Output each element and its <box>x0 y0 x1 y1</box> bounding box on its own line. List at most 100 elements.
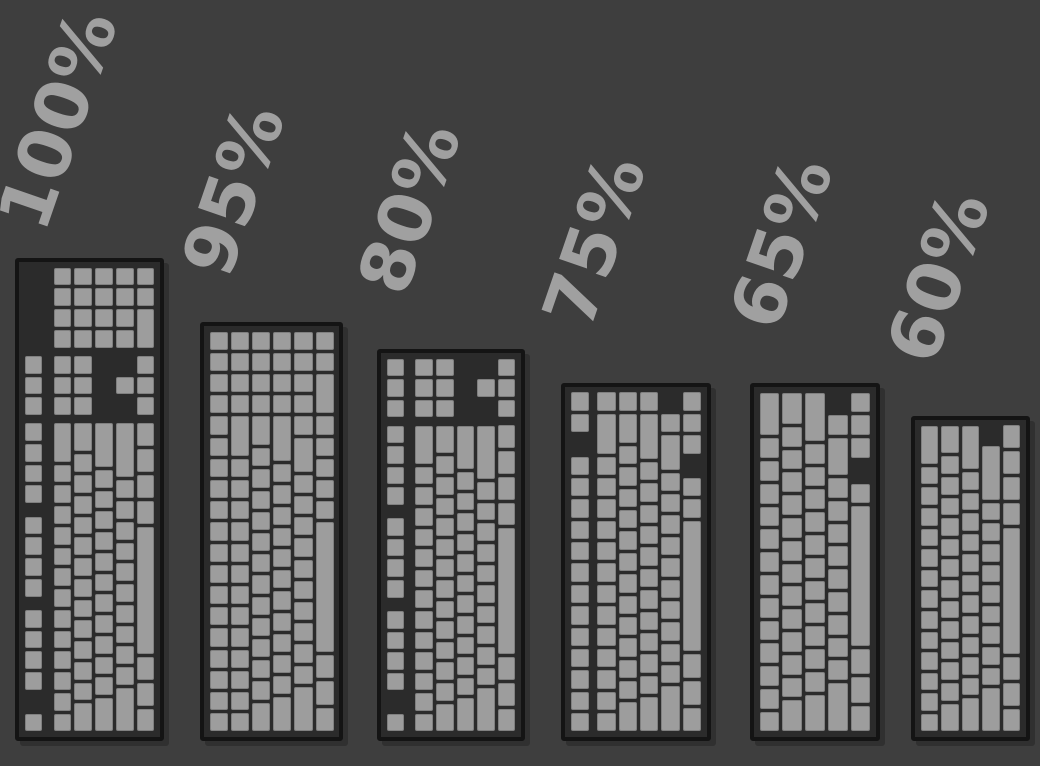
key-gap <box>476 398 497 424</box>
keyboard-row <box>208 330 229 733</box>
key <box>477 544 495 562</box>
keyboard-row <box>617 391 638 733</box>
key <box>477 688 495 732</box>
key <box>961 616 980 634</box>
key <box>661 686 680 732</box>
key <box>386 559 405 578</box>
key <box>273 676 292 695</box>
key <box>230 670 249 690</box>
key <box>456 513 475 531</box>
key <box>209 522 228 541</box>
key <box>136 309 155 348</box>
key-gap <box>569 434 590 455</box>
key <box>920 425 939 464</box>
key <box>294 437 313 472</box>
key <box>827 569 848 590</box>
key <box>618 616 637 636</box>
key <box>136 423 155 447</box>
key <box>920 549 939 567</box>
key <box>415 425 433 464</box>
key <box>251 596 271 615</box>
key <box>456 616 475 634</box>
key <box>1002 528 1021 655</box>
key <box>209 331 228 350</box>
key <box>230 564 249 584</box>
keyboard-row <box>496 357 517 733</box>
key <box>294 474 313 493</box>
key <box>136 288 155 307</box>
key <box>456 554 475 572</box>
key <box>597 691 616 711</box>
key <box>251 490 271 509</box>
key-gap <box>73 417 94 422</box>
keyboard-row <box>681 391 702 733</box>
key <box>570 691 589 711</box>
key <box>74 495 93 514</box>
key <box>941 477 959 495</box>
key <box>115 501 134 519</box>
key <box>805 489 825 510</box>
key <box>497 399 516 418</box>
key <box>618 392 637 411</box>
key <box>315 352 334 372</box>
key <box>827 614 848 635</box>
key <box>661 536 680 556</box>
key <box>961 698 980 732</box>
key <box>386 399 405 418</box>
key <box>115 309 134 327</box>
key <box>53 423 72 462</box>
key <box>251 448 271 467</box>
key <box>435 662 454 681</box>
key <box>1002 708 1021 732</box>
key <box>850 706 871 732</box>
key <box>95 656 113 675</box>
key <box>273 374 292 393</box>
key <box>597 649 616 668</box>
key <box>570 627 589 646</box>
key <box>570 392 589 411</box>
key <box>315 522 334 652</box>
key <box>53 547 72 566</box>
key <box>982 544 1000 562</box>
key <box>961 574 980 593</box>
key <box>230 395 249 414</box>
key <box>597 606 616 625</box>
key <box>805 535 825 555</box>
key <box>74 661 93 680</box>
key <box>941 683 959 701</box>
key <box>570 584 589 604</box>
key <box>850 677 871 703</box>
key <box>273 416 292 462</box>
key <box>230 416 249 456</box>
key <box>456 595 475 614</box>
key <box>682 707 702 732</box>
key <box>759 460 780 481</box>
key <box>95 490 113 509</box>
key <box>209 458 228 478</box>
key <box>570 520 589 540</box>
key <box>386 487 405 505</box>
key <box>115 376 134 395</box>
key <box>115 267 134 286</box>
key <box>415 672 433 691</box>
key <box>827 415 848 436</box>
key <box>273 506 292 525</box>
key <box>273 612 292 631</box>
key <box>315 708 334 732</box>
key <box>230 607 249 626</box>
key-gap <box>385 599 406 609</box>
key <box>315 681 334 705</box>
key <box>782 563 803 584</box>
key <box>95 469 113 488</box>
key <box>53 376 72 395</box>
key <box>618 681 637 700</box>
keyboard-row <box>826 391 849 733</box>
key <box>597 413 616 454</box>
key <box>435 703 454 732</box>
key <box>386 358 405 377</box>
key <box>941 425 959 454</box>
key <box>209 480 228 499</box>
key <box>920 528 939 547</box>
key <box>115 480 134 499</box>
key <box>961 677 980 696</box>
